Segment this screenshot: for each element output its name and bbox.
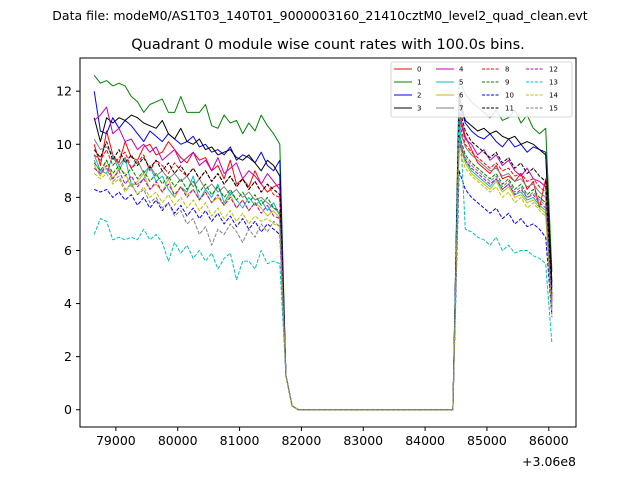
y-tick-label: 12 bbox=[56, 84, 72, 99]
legend-label-1: 1 bbox=[417, 79, 421, 87]
y-tick-label: 8 bbox=[64, 190, 72, 205]
y-tick-label: 10 bbox=[56, 137, 72, 152]
series-line-11 bbox=[93, 106, 553, 411]
legend-label-9: 9 bbox=[505, 79, 509, 87]
legend-label-6: 6 bbox=[459, 92, 464, 100]
series-line-13 bbox=[93, 104, 553, 411]
y-tick-label: 0 bbox=[64, 402, 72, 417]
series-line-0 bbox=[93, 111, 553, 411]
legend-box bbox=[390, 61, 573, 118]
legend-label-13: 13 bbox=[549, 79, 558, 87]
legend-label-3: 3 bbox=[417, 105, 421, 113]
x-tick-label: 79000 bbox=[96, 433, 136, 448]
axes-frame bbox=[79, 57, 577, 428]
x-offset-label: +3.06e8 bbox=[522, 454, 576, 469]
legend-label-14: 14 bbox=[549, 92, 558, 100]
x-tick-label: 84000 bbox=[405, 433, 445, 448]
series-line-14 bbox=[93, 149, 553, 411]
x-tick-label: 86000 bbox=[529, 433, 569, 448]
chart-title: Quadrant 0 module wise count rates with … bbox=[131, 37, 525, 53]
figure-suptitle: Data file: modeM0/AS1T03_140T01_90000031… bbox=[52, 8, 587, 23]
series-line-4 bbox=[93, 106, 553, 411]
series-line-7 bbox=[93, 127, 553, 411]
series-line-2 bbox=[93, 91, 553, 411]
x-tick-label: 81000 bbox=[220, 433, 260, 448]
x-axis: 79000 80000 81000 82000 83000 84000 85000 86000 bbox=[96, 427, 569, 448]
legend-label-12: 12 bbox=[549, 66, 558, 74]
series-line-10 bbox=[94, 170, 553, 411]
legend-label-2: 2 bbox=[417, 92, 421, 100]
x-tick-label: 80000 bbox=[158, 433, 198, 448]
series-line-15 bbox=[93, 138, 553, 411]
legend-label-4: 4 bbox=[459, 66, 464, 74]
legend-label-7: 7 bbox=[459, 105, 463, 113]
series-line-12 bbox=[93, 141, 553, 411]
series-line-9 bbox=[93, 133, 553, 411]
x-tick-label: 85000 bbox=[467, 433, 507, 448]
legend-label-10: 10 bbox=[505, 92, 514, 100]
y-tick-label: 4 bbox=[64, 296, 72, 311]
legend-label-8: 8 bbox=[505, 66, 509, 74]
y-axis: 0 2 4 6 8 10 12 bbox=[56, 84, 80, 417]
legend-label-0: 0 bbox=[417, 66, 421, 74]
legend-label-15: 15 bbox=[549, 105, 558, 113]
y-tick-label: 2 bbox=[64, 349, 72, 364]
series-line-3 bbox=[93, 96, 553, 411]
legend-label-5: 5 bbox=[459, 79, 463, 87]
x-tick-label: 83000 bbox=[343, 433, 383, 448]
plot-area bbox=[93, 74, 553, 411]
legend-label-11: 11 bbox=[505, 105, 514, 113]
x-tick-label: 82000 bbox=[282, 433, 322, 448]
y-tick-label: 6 bbox=[64, 243, 72, 258]
